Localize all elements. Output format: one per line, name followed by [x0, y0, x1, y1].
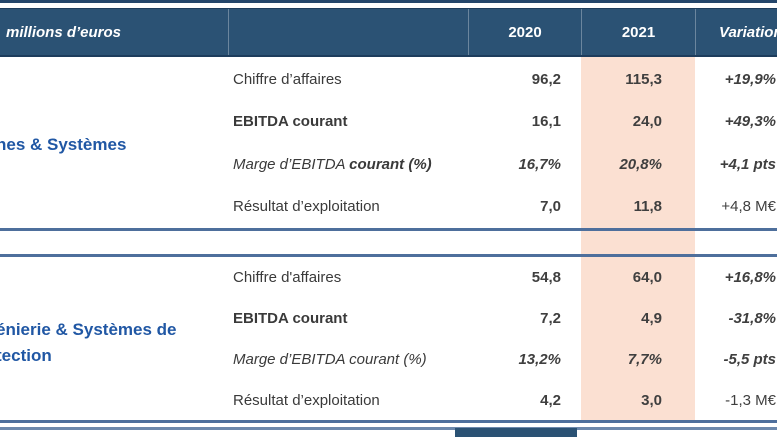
- section-2-label-line-2: tection: [0, 346, 52, 365]
- table-row: Chiffre d'affaires 54,8 64,0 +16,8%: [0, 257, 777, 298]
- row-label-resultat-exploitation: Résultat d’exploitation: [233, 392, 380, 409]
- header-col-2021: 2021: [581, 9, 695, 55]
- column-2021-highlight: [581, 57, 695, 421]
- table-row: Chiffre d’affaires 96,2 115,3 +19,9%: [0, 58, 777, 101]
- value-variation: +16,8%: [724, 269, 776, 286]
- section-ingenierie-systemes-protection: énierie & Systèmes de tection Chiffre d'…: [0, 257, 777, 421]
- value-2020: 16,1: [531, 113, 561, 131]
- section-2-label: énierie & Systèmes de tection: [0, 317, 176, 369]
- section-1-label: nes & Systèmes: [0, 135, 127, 154]
- table-row: Résultat d’exploitation 4,2 3,0 -1,3 M€: [0, 380, 777, 421]
- value-2020: 7,2: [540, 310, 561, 327]
- value-2020: 54,8: [531, 269, 561, 286]
- table-row: Résultat d’exploitation 7,0 11,8 +4,8 M€: [0, 186, 777, 229]
- value-2021: 24,0: [632, 113, 662, 131]
- row-label-chiffre-affaires: Chiffre d’affaires: [233, 70, 342, 88]
- row-label-chiffre-affaires: Chiffre d'affaires: [233, 269, 342, 286]
- value-2021: 7,7%: [627, 351, 662, 368]
- value-variation: +4,8 M€: [721, 198, 776, 216]
- table-header-row: millions d’euros 2020 2021 Variation: [0, 8, 777, 57]
- row-label-marge-prefix: Marge d’EBITDA: [233, 155, 350, 173]
- header-col-variation: Variation: [695, 9, 777, 55]
- row-label-resultat-exploitation: Résultat d’exploitation: [233, 198, 380, 216]
- header-col-2020: 2020: [468, 9, 581, 55]
- value-variation: -5,5 pts: [723, 351, 776, 368]
- section-separator-line: [0, 228, 777, 231]
- value-variation: -1,3 M€: [725, 392, 776, 409]
- value-2021: 64,0: [632, 269, 662, 286]
- row-label-ebitda-courant: EBITDA courant: [233, 113, 348, 131]
- section-separator-line: [0, 254, 777, 257]
- value-2020: 4,2: [540, 392, 561, 409]
- next-table-header-peek: [455, 428, 577, 437]
- value-variation: +19,9%: [724, 70, 776, 88]
- section-2-label-line-1: énierie & Systèmes de: [0, 320, 177, 339]
- table-row: Marge d’EBITDA courant (%) 16,7% 20,8% +…: [0, 143, 777, 186]
- value-2021: 115,3: [625, 70, 662, 88]
- value-variation: -31,8%: [728, 310, 776, 327]
- header-units-label: millions d’euros: [6, 23, 122, 41]
- value-2020: 96,2: [531, 70, 561, 88]
- row-label-marge-ebitda: Marge d’EBITDA courant (%): [228, 156, 468, 173]
- value-2020: 16,7%: [518, 155, 561, 173]
- row-label-marge-ebitda: Marge d’EBITDA courant (%): [233, 351, 427, 368]
- top-border-strip: [0, 0, 777, 3]
- value-variation: +4,1 pts: [719, 155, 776, 173]
- row-label-marge-bold-part: courant (%): [349, 155, 432, 173]
- table-bottom-line: [0, 420, 777, 423]
- value-2020: 13,2%: [518, 351, 561, 368]
- value-2021: 11,8: [633, 198, 662, 216]
- table-bottom-line-2: [0, 427, 777, 430]
- section-antennes-systemes: nes & Systèmes Chiffre d’affaires 96,2 1…: [0, 58, 777, 228]
- value-2020: 7,0: [540, 198, 561, 216]
- row-label-ebitda-courant: EBITDA courant: [233, 310, 348, 327]
- table-row: EBITDA courant 16,1 24,0 +49,3%: [0, 101, 777, 144]
- value-variation: +49,3%: [724, 113, 776, 131]
- table-row: Marge d’EBITDA courant (%) 13,2% 7,7% -5…: [0, 339, 777, 380]
- value-2021: 4,9: [641, 310, 662, 327]
- table-row: EBITDA courant 7,2 4,9 -31,8%: [0, 298, 777, 339]
- value-2021: 20,8%: [619, 155, 662, 173]
- value-2021: 3,0: [641, 392, 662, 409]
